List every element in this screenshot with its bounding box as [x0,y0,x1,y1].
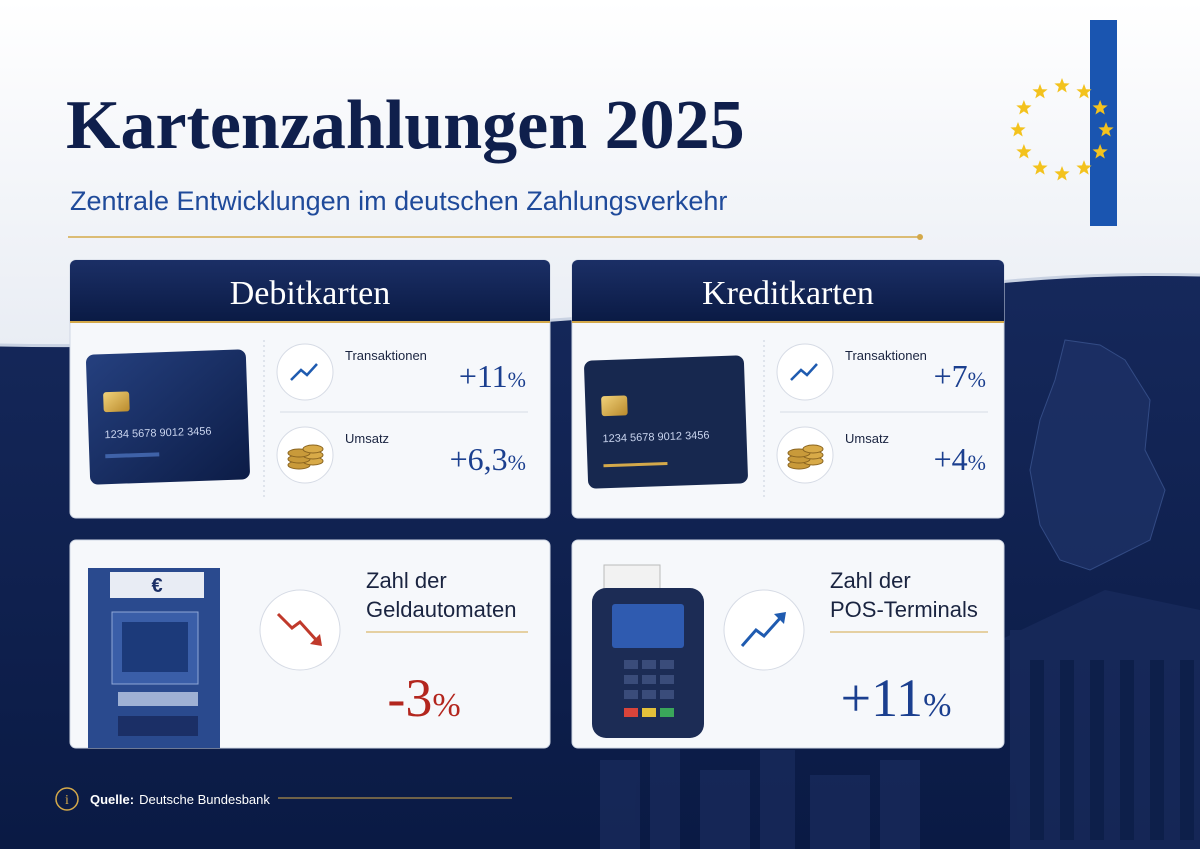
pos-panel: Zahl der POS-Terminals +11% [571,539,1005,749]
metric-value: -3% [387,668,460,728]
row-value: +4% [934,441,986,477]
source: Quelle: Deutsche Bundesbank [90,792,270,807]
trend-icon [723,589,805,671]
star [1098,122,1114,137]
row-value: +6,3% [450,441,526,477]
coin [302,444,324,454]
value-number: +4 [934,441,968,477]
value-unit: % [508,367,526,392]
row-label: Umsatz [845,431,889,446]
flag-bar [1090,20,1117,226]
star [1054,78,1070,93]
subtitle: Zentrale Entwicklungen im deutschen Zahl… [70,186,727,216]
map-germany [1029,339,1166,571]
divider-dot [917,234,923,240]
trend-arrow-up [740,614,784,647]
atm-sign: € [151,575,162,597]
star [1016,144,1032,159]
row-label: Transaktionen [345,348,427,363]
building-columns [1030,660,1194,840]
star [1092,100,1108,115]
info-glyph: i [65,793,69,808]
trend-arrow-down [276,612,320,644]
card-number: 1234 5678 9012 3456 [104,425,211,441]
pos-illustration [592,564,704,738]
panel-header [70,260,550,322]
star [1016,100,1032,115]
value-unit: % [923,687,951,724]
coin [802,444,824,454]
row-label: Transaktionen [845,348,927,363]
title: Kartenzahlungen 2025 [66,87,745,164]
metric-label: Geldautomaten [366,597,516,622]
value-number: +6,3 [450,441,508,477]
row-label: Umsatz [345,431,389,446]
panel-title: Debitkarten [230,275,391,312]
arrow-head [310,634,322,646]
panel-title: Kreditkarten [702,275,874,312]
arrow-head [774,612,786,624]
source-name: Deutsche Bundesbank [139,792,270,807]
metric-label: POS-Terminals [830,597,978,622]
row-value: +11% [459,358,526,394]
metric-label: Zahl der [366,568,447,593]
trend-arrow [790,363,818,381]
star [1054,166,1070,181]
star [1076,83,1092,99]
value-unit: % [968,450,986,475]
bank-card: 1234 5678 9012 3456 [86,349,250,485]
trend-icon [259,589,341,671]
card-rows: Transaktionen +11% Umsatz +6,3% Transaktione… [276,343,986,484]
value-number: +7 [934,358,968,394]
background-wave [0,0,1200,346]
value-unit: % [968,367,986,392]
panel-header [572,260,1004,322]
row-value: +7% [934,358,986,394]
atm-panel: € Zahl der Geldautomaten -3% [69,539,551,749]
info-icon [55,787,79,811]
atm-illustration: € [88,568,220,748]
bank-card: 1234 5678 9012 3456 [584,355,748,489]
value-number: +11 [459,358,508,394]
star [1076,160,1092,175]
value-unit: % [508,450,526,475]
star [1032,83,1048,99]
card-number: 1234 5678 9012 3456 [602,429,709,445]
trend-arrow [290,363,318,381]
metric-label: Zahl der [830,568,911,593]
value-number: +11 [841,668,923,728]
value-unit: % [432,687,460,724]
eu-stars [1010,78,1114,181]
source-label: Quelle: [90,792,134,807]
metric-value: +11% [841,668,952,728]
star [1010,122,1026,137]
value-number: -3 [387,668,432,728]
star [1092,144,1108,159]
star [1032,160,1048,175]
